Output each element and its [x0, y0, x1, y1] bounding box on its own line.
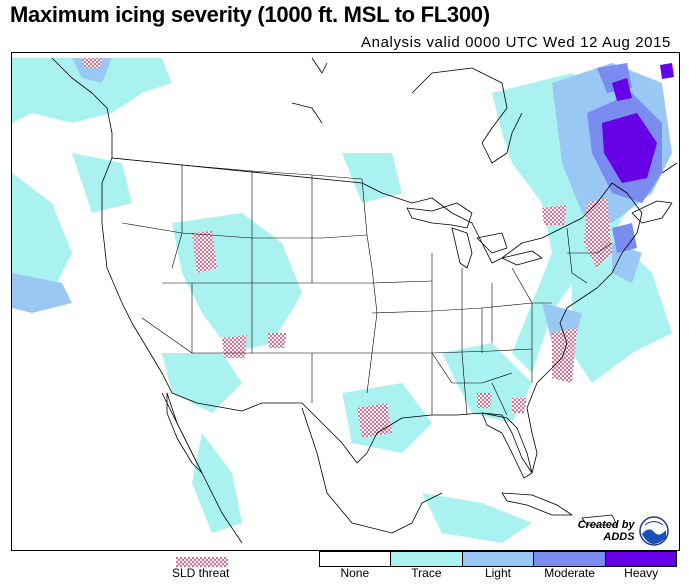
us-coastline	[101, 157, 643, 474]
legend-swatch-moderate	[534, 552, 606, 566]
canada-coast	[411, 67, 523, 164]
severity-legend	[319, 551, 677, 567]
legend-swatch-trace	[391, 552, 463, 566]
sld-threat-label: SLD threat	[172, 566, 230, 580]
legend-label-trace: Trace	[411, 566, 442, 580]
adds-credit: Created by ADDS	[578, 516, 669, 546]
credit-line1: Created by	[577, 519, 635, 531]
florida	[481, 412, 533, 479]
sld-threat-swatch	[176, 554, 228, 567]
credit-text: Created by ADDS	[578, 519, 635, 543]
legend-swatch-heavy	[605, 552, 677, 566]
legend-label-moderate: Moderate	[544, 566, 595, 580]
state-lines	[111, 157, 613, 416]
great-lakes	[406, 202, 473, 229]
severity-legend-labels: None Trace Light Moderate Heavy	[319, 566, 677, 580]
map-boundaries	[51, 57, 678, 544]
map-title: Maximum icing severity (1000 ft. MSL to …	[10, 2, 490, 27]
icing-map[interactable]	[11, 52, 680, 551]
heavy-icing-areas	[602, 63, 674, 183]
legend-swatch-none	[320, 552, 392, 566]
nova-scotia	[631, 200, 673, 224]
legend-swatch-light	[462, 552, 535, 566]
legend-label-light: Light	[484, 566, 511, 580]
legend-label-none: None	[340, 566, 370, 580]
cuba	[501, 492, 573, 516]
analysis-valid-time: Analysis valid 0000 UTC Wed 12 Aug 2015	[361, 34, 671, 51]
sld-threat-areas	[82, 58, 612, 438]
credit-line2: ADDS	[603, 531, 635, 543]
baja-california	[166, 392, 203, 474]
noaa-logo-icon	[639, 516, 669, 546]
legend-label-heavy: Heavy	[624, 566, 659, 580]
